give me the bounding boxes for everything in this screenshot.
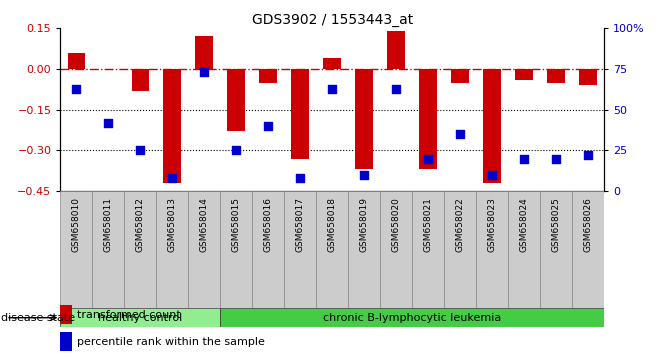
Text: transformed count: transformed count: [77, 310, 181, 320]
Text: GSM658017: GSM658017: [296, 197, 305, 252]
Text: GSM658012: GSM658012: [136, 197, 145, 252]
Bar: [60, 308, 220, 327]
Bar: [412, 191, 444, 308]
Point: [423, 156, 433, 161]
Bar: [348, 191, 380, 308]
Text: healthy control: healthy control: [98, 313, 183, 323]
Point: [486, 172, 497, 178]
Bar: [60, 191, 93, 308]
Bar: [476, 191, 508, 308]
Bar: [547, 69, 565, 82]
Text: GSM658014: GSM658014: [200, 197, 209, 252]
Text: GSM658021: GSM658021: [423, 197, 433, 252]
Text: GSM658022: GSM658022: [456, 197, 464, 252]
Text: GSM658013: GSM658013: [168, 197, 176, 252]
Text: percentile rank within the sample: percentile rank within the sample: [77, 337, 265, 347]
Point: [551, 156, 562, 161]
Bar: [572, 191, 604, 308]
Text: GSM658025: GSM658025: [552, 197, 560, 252]
Bar: [156, 191, 189, 308]
Bar: [285, 191, 316, 308]
Bar: [444, 191, 476, 308]
Point: [519, 156, 529, 161]
Bar: [508, 191, 540, 308]
Bar: [260, 69, 277, 82]
Bar: [387, 31, 405, 69]
Point: [103, 120, 113, 126]
Point: [582, 153, 593, 158]
Bar: [323, 58, 341, 69]
Bar: [132, 69, 149, 91]
Text: GSM658015: GSM658015: [231, 197, 241, 252]
Bar: [60, 332, 72, 351]
Bar: [515, 69, 533, 80]
Point: [231, 148, 242, 153]
Text: GSM658023: GSM658023: [488, 197, 497, 252]
Bar: [316, 191, 348, 308]
Bar: [93, 191, 124, 308]
Point: [327, 86, 338, 91]
Point: [135, 148, 146, 153]
Text: GSM658026: GSM658026: [583, 197, 592, 252]
Bar: [164, 69, 181, 183]
Text: GSM658018: GSM658018: [327, 197, 337, 252]
Point: [391, 86, 401, 91]
Bar: [220, 308, 604, 327]
Point: [167, 175, 178, 181]
Point: [455, 131, 466, 137]
Text: GSM658016: GSM658016: [264, 197, 272, 252]
Bar: [380, 191, 412, 308]
Point: [295, 175, 305, 181]
Bar: [356, 69, 373, 170]
Text: GSM658020: GSM658020: [392, 197, 401, 252]
Bar: [291, 69, 309, 159]
Bar: [124, 191, 156, 308]
Bar: [579, 69, 597, 85]
Bar: [60, 305, 72, 324]
Point: [263, 123, 274, 129]
Text: GSM658024: GSM658024: [519, 197, 529, 252]
Text: chronic B-lymphocytic leukemia: chronic B-lymphocytic leukemia: [323, 313, 501, 323]
Bar: [68, 53, 85, 69]
Text: GSM658019: GSM658019: [360, 197, 368, 252]
Text: disease state: disease state: [1, 313, 75, 323]
Text: GSM658011: GSM658011: [104, 197, 113, 252]
Bar: [451, 69, 469, 82]
Point: [71, 86, 82, 91]
Bar: [195, 36, 213, 69]
Bar: [189, 191, 220, 308]
Point: [199, 69, 209, 75]
Bar: [252, 191, 285, 308]
Bar: [483, 69, 501, 183]
Title: GDS3902 / 1553443_at: GDS3902 / 1553443_at: [252, 13, 413, 27]
Point: [359, 172, 370, 178]
Bar: [419, 69, 437, 170]
Bar: [540, 191, 572, 308]
Bar: [227, 69, 245, 131]
Text: GSM658010: GSM658010: [72, 197, 81, 252]
Bar: [220, 191, 252, 308]
